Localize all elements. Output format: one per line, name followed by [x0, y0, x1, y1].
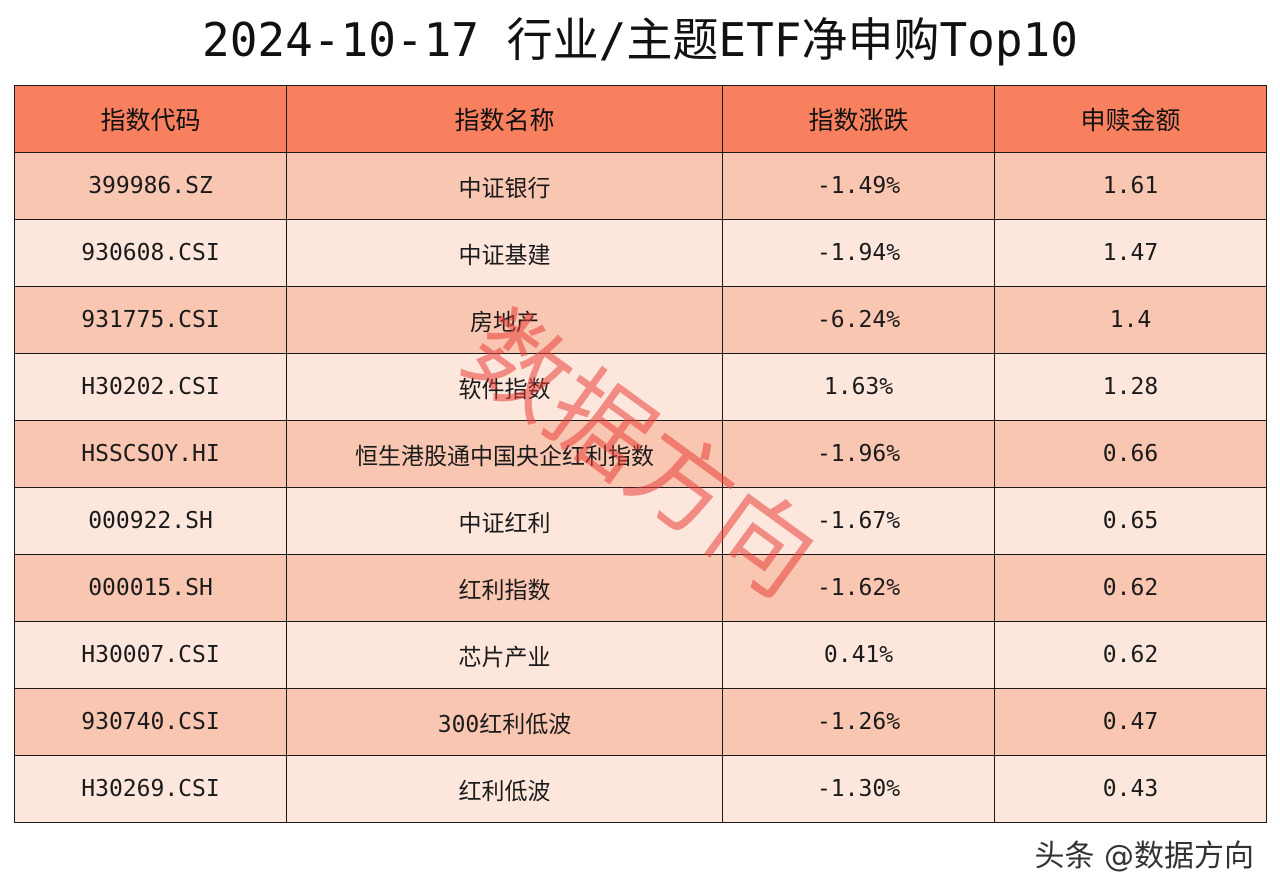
index-code-cell: H30269.CSI — [14, 755, 287, 823]
index-name-cell: 中证基建 — [286, 219, 723, 287]
index-code-cell: 931775.CSI — [14, 286, 287, 354]
table-row: 930608.CSI 中证基建 -1.94% 1.47 — [14, 219, 1267, 287]
index-change-cell: -1.94% — [722, 219, 995, 287]
header-index-change: 指数涨跌 — [722, 85, 995, 153]
net-subscription-cell: 0.62 — [994, 621, 1267, 689]
index-change-cell: -1.67% — [722, 487, 995, 555]
net-subscription-cell: 0.66 — [994, 420, 1267, 488]
index-change-cell: -1.49% — [722, 152, 995, 220]
table-row: H30007.CSI 芯片产业 0.41% 0.62 — [14, 621, 1267, 689]
net-subscription-cell: 1.4 — [994, 286, 1267, 354]
table-row: H30269.CSI 红利低波 -1.30% 0.43 — [14, 755, 1267, 823]
index-code-cell: 930608.CSI — [14, 219, 287, 287]
index-name-cell: 软件指数 — [286, 353, 723, 421]
index-change-cell: 1.63% — [722, 353, 995, 421]
table-row: 399986.SZ 中证银行 -1.49% 1.61 — [14, 152, 1267, 220]
net-subscription-cell: 0.43 — [994, 755, 1267, 823]
index-name-cell: 红利指数 — [286, 554, 723, 622]
index-name-cell: 300红利低波 — [286, 688, 723, 756]
footer-attribution: 头条 @数据方向 — [1034, 839, 1254, 874]
header-net-subscription: 申赎金额 — [994, 85, 1267, 153]
table-row: 931775.CSI 房地产 -6.24% 1.4 — [14, 286, 1267, 354]
net-subscription-cell: 0.47 — [994, 688, 1267, 756]
index-change-cell: -1.62% — [722, 554, 995, 622]
header-index-code: 指数代码 — [14, 85, 287, 153]
table-body: 399986.SZ 中证银行 -1.49% 1.61 930608.CSI 中证基建 -1.… — [14, 152, 1267, 823]
table-row: 000015.SH 红利指数 -1.62% 0.62 — [14, 554, 1267, 622]
table-row: 930740.CSI 300红利低波 -1.26% 0.47 — [14, 688, 1267, 756]
net-subscription-cell: 0.65 — [994, 487, 1267, 555]
index-code-cell: 930740.CSI — [14, 688, 287, 756]
index-change-cell: 0.41% — [722, 621, 995, 689]
net-subscription-cell: 0.62 — [994, 554, 1267, 622]
net-subscription-cell: 1.61 — [994, 152, 1267, 220]
chart-title: 2024-10-17 行业/主题ETF净申购Top10 — [202, 13, 1078, 67]
index-name-cell: 房地产 — [286, 286, 723, 354]
index-code-cell: 000015.SH — [14, 554, 287, 622]
index-code-cell: 000922.SH — [14, 487, 287, 555]
index-name-cell: 中证银行 — [286, 152, 723, 220]
index-code-cell: HSSCSOY.HI — [14, 420, 287, 488]
index-name-cell: 芯片产业 — [286, 621, 723, 689]
index-code-cell: H30202.CSI — [14, 353, 287, 421]
index-name-cell: 红利低波 — [286, 755, 723, 823]
net-subscription-cell: 1.28 — [994, 353, 1267, 421]
index-name-cell: 恒生港股通中国央企红利指数 — [286, 420, 723, 488]
table-row: H30202.CSI 软件指数 1.63% 1.28 — [14, 353, 1267, 421]
index-code-cell: 399986.SZ — [14, 152, 287, 220]
table-row: 000922.SH 中证红利 -1.67% 0.65 — [14, 487, 1267, 555]
index-name-cell: 中证红利 — [286, 487, 723, 555]
index-change-cell: -1.96% — [722, 420, 995, 488]
table-header-row: 指数代码 指数名称 指数涨跌 申赎金额 — [14, 85, 1267, 153]
table-row: HSSCSOY.HI 恒生港股通中国央企红利指数 -1.96% 0.66 — [14, 420, 1267, 488]
index-change-cell: -6.24% — [722, 286, 995, 354]
net-subscription-cell: 1.47 — [994, 219, 1267, 287]
index-code-cell: H30007.CSI — [14, 621, 287, 689]
index-change-cell: -1.26% — [722, 688, 995, 756]
etf-net-subscription-table: 指数代码 指数名称 指数涨跌 申赎金额 399986.SZ 中证银行 -1.49% 1.61… — [14, 85, 1267, 823]
header-index-name: 指数名称 — [286, 85, 723, 153]
index-change-cell: -1.30% — [722, 755, 995, 823]
